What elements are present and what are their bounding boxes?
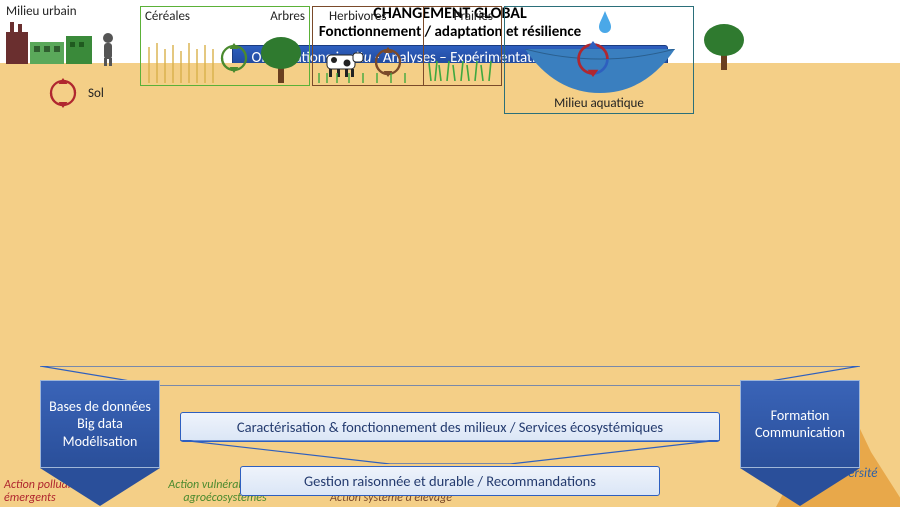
cycle-arrows-icon (575, 71, 611, 77)
bar-connector (180, 440, 720, 464)
left-l2: Big data (45, 415, 155, 433)
funnel-connector (40, 366, 860, 386)
box-agroecosystems: Céréales Arbres (140, 71, 310, 86)
sol-label: Sol (88, 86, 104, 101)
midbar-gestion: Gestion raisonnée et durable / Recommand… (240, 466, 660, 496)
left-l1: Bases de données (45, 398, 155, 416)
box-divider (423, 71, 424, 85)
chevron-right-icon (40, 468, 160, 506)
cycle-arrows-icon (219, 71, 249, 73)
panel-ecosystem: Milieu urbain Céréales Arbres (0, 71, 820, 199)
right-side-block: Formation Communication (740, 380, 860, 506)
chevron-left-icon (740, 468, 860, 506)
left-side-block: Bases de données Big data Modélisation (40, 380, 160, 506)
grass-icon (317, 71, 417, 83)
wheat-icon (143, 71, 223, 83)
ground (0, 71, 820, 199)
box-elevage: Herbivores Prairies (312, 71, 502, 86)
left-l3: Modélisation (45, 433, 155, 451)
midbar-gestion-text: Gestion raisonnée et durable / Recommand… (304, 472, 596, 490)
grass-icon (427, 71, 497, 81)
cycle-arrows-icon (48, 78, 78, 108)
right-l2: Communication (745, 424, 855, 442)
midbar-services-text: Caractérisation & fonctionnement des mil… (237, 418, 663, 436)
midbar-services: Caractérisation & fonctionnement des mil… (180, 412, 720, 442)
tree-icon (257, 71, 305, 83)
aquatic-label: Milieu aquatique (505, 96, 693, 111)
box-aquatic: Milieu aquatique (504, 71, 694, 114)
right-l1: Formation (745, 407, 855, 425)
